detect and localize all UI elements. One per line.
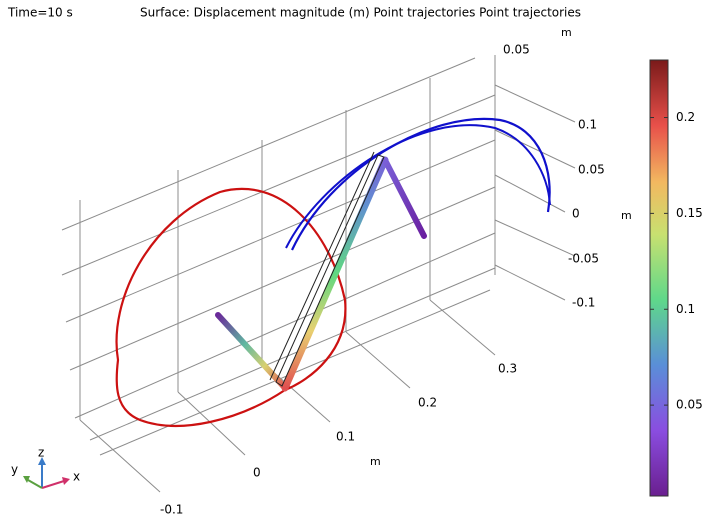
y-tick-label: 0 <box>572 207 580 221</box>
y-tick-label: -0.05 <box>568 252 599 266</box>
beam <box>285 160 385 388</box>
y-tick-label: 0.05 <box>578 163 605 177</box>
colorbar-scale <box>650 60 668 496</box>
z-unit: m <box>561 26 572 39</box>
plot-title: Surface: Displacement magnitude (m) Poin… <box>140 6 581 20</box>
triad-label: x <box>73 470 80 484</box>
z-tick-label: 0.05 <box>503 43 530 57</box>
beam <box>385 160 424 236</box>
colorbar-tick-label: 0.15 <box>676 206 703 220</box>
y-unit: m <box>621 209 632 222</box>
triad-label: y <box>11 463 18 477</box>
time-label: Time=10 s <box>7 6 73 20</box>
axis-labels: -0.1 0 0.1 0.2 0.3 m 0.1 0.05 0 -0.05 -0… <box>160 26 632 517</box>
colorbar: 0.05 0.1 0.15 0.2 <box>650 60 703 496</box>
axis-triad: z x y <box>11 446 80 489</box>
x-tick-label: 0 <box>253 466 261 480</box>
red-trajectory <box>117 189 346 426</box>
y-tick-label: -0.1 <box>572 296 595 310</box>
x-tick-label: 0.3 <box>498 362 517 376</box>
colorbar-tick-label: 0.2 <box>676 110 695 124</box>
x-tick-label: -0.1 <box>160 503 183 517</box>
y-tick-label: 0.1 <box>578 118 597 132</box>
beam <box>218 315 285 388</box>
colorbar-tick-label: 0.1 <box>676 302 695 316</box>
plot-window: Time=10 s Surface: Displacement magnitud… <box>0 0 704 519</box>
x-unit: m <box>370 455 381 468</box>
x-tick-label: 0.1 <box>336 430 355 444</box>
colorbar-tick-label: 0.05 <box>676 398 703 412</box>
triad-label: z <box>38 446 44 460</box>
x-tick-label: 0.2 <box>418 396 437 410</box>
